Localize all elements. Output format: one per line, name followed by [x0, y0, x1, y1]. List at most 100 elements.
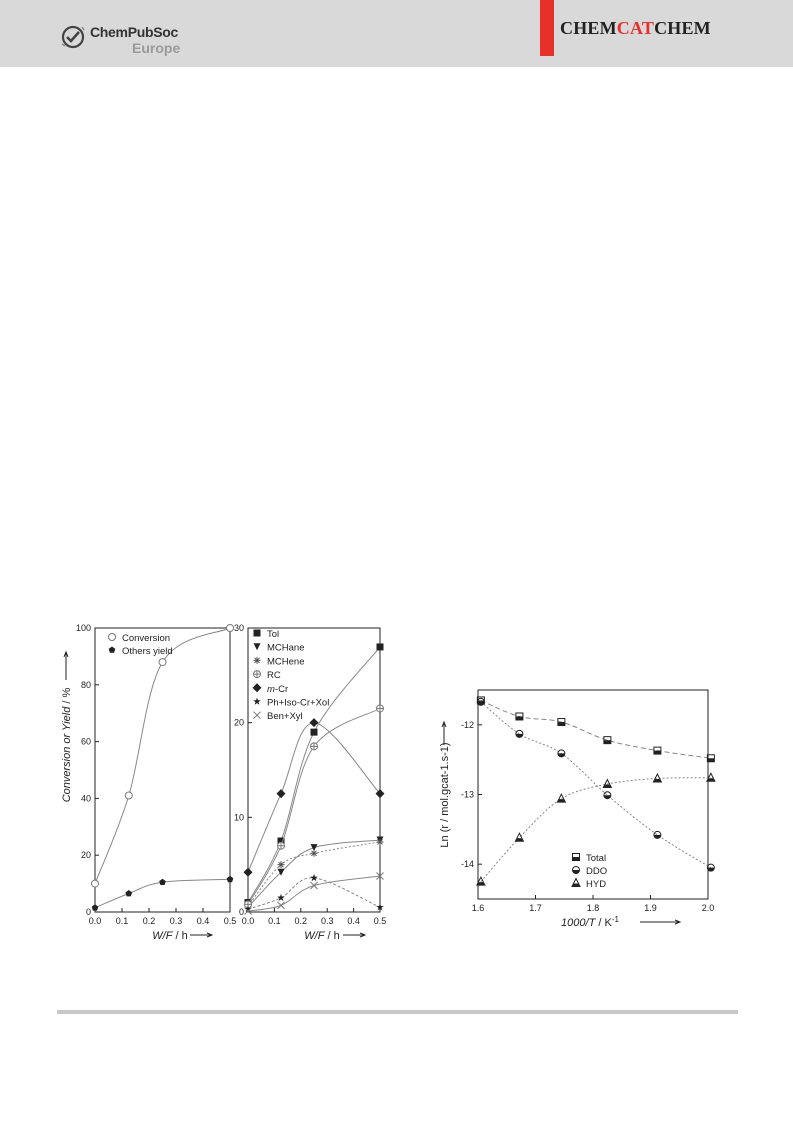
y-tick-label: 60: [81, 737, 91, 747]
fit-line-tol: [247, 646, 381, 903]
chart-conversion-yield: 0.0 0.1 0.2 0.3 0.4 0.5 0 20 40 60 80 100 W/F / h Con…: [61, 623, 236, 942]
point-rc: [244, 900, 253, 909]
x-tick-label: 0.3: [321, 916, 334, 926]
point-others-yield: [91, 904, 99, 911]
legend-label-mchane: MCHane: [267, 643, 305, 654]
point-ddo-outline: [515, 729, 524, 738]
x-tick-label: 2.0: [702, 903, 715, 913]
point-total-outline: [557, 718, 566, 727]
point-total-outline: [653, 746, 662, 755]
point-total: [707, 758, 715, 762]
journal-title-part-chem1: CHEM: [560, 18, 617, 38]
chempubsoc-logo: ChemPubSoc Europe: [60, 18, 210, 58]
brand-red-bar: [540, 0, 554, 56]
y-tick-label: -13: [461, 790, 474, 800]
plot-frame: [247, 627, 381, 913]
legend-marker-rc: [253, 670, 262, 679]
point-conversion: [124, 791, 133, 800]
legend-label-ddo: DDO: [586, 866, 607, 877]
legend-marker-mchene: [253, 656, 261, 664]
fit-line-conversion: [94, 627, 231, 884]
y-tick-label: -12: [461, 720, 474, 730]
y-tick-label: 20: [234, 718, 244, 728]
point-hyd: [653, 778, 662, 782]
point-mchene: [376, 838, 384, 846]
point-m-cr: [309, 718, 319, 728]
x-axis-label: W/F / h: [304, 930, 339, 942]
x-tick-label: 0.5: [224, 916, 237, 926]
legend-marker-hyd: [572, 883, 580, 887]
point-total: [653, 750, 661, 755]
point-ddo-outline: [653, 830, 662, 839]
x-axis-label: W/F / h: [152, 930, 187, 942]
point-others-yield: [226, 875, 234, 883]
legend-marker-total-outline: [572, 853, 580, 861]
y-tick-label: 100: [76, 623, 91, 633]
y-tick-label: 20: [81, 850, 91, 860]
point-hyd: [557, 799, 566, 803]
logo-text-europe: Europe: [132, 40, 181, 56]
legend-label-conversion: Conversion: [122, 633, 170, 644]
y-axis-label: Ln (r / mol.gcat-1.s-1): [439, 742, 451, 847]
x-axis-label: 1000/T / K-1: [561, 915, 619, 929]
fit-line-rc: [247, 708, 381, 905]
legend-marker-ben-xyl: [253, 711, 261, 720]
fit-line-total: [480, 700, 711, 759]
y-tick-label: 10: [234, 812, 244, 822]
point-hyd: [515, 838, 524, 842]
legend-marker-mchane: [253, 643, 261, 651]
point-ddo-outline: [603, 791, 612, 800]
point-ph-iso-cr-xol: [376, 903, 384, 911]
y-tick-label: 30: [234, 623, 244, 633]
point-m-cr: [276, 789, 286, 799]
point-total-outline: [603, 736, 612, 745]
x-tick-label: 0.4: [197, 916, 210, 926]
legend-marker-conversion: [108, 633, 116, 641]
x-axis-arrow: [343, 932, 367, 938]
point-mchene: [277, 861, 285, 869]
legend-marker-hyd-outline: [571, 877, 581, 887]
point-mchane: [277, 868, 285, 876]
point-rc: [376, 704, 385, 713]
x-tick-label: 0.2: [295, 916, 308, 926]
point-hyd-outline: [556, 793, 567, 803]
x-tick-label: 0.1: [116, 916, 129, 926]
legend-label-ben-xyl: Ben+Xyl: [267, 711, 303, 722]
x-tick-label: 0.2: [143, 916, 156, 926]
chempubsoc-logo-mark: [61, 25, 85, 49]
point-rc: [277, 841, 286, 850]
legend-label-mchene: MCHene: [267, 656, 305, 667]
x-tick-label: 0.4: [347, 916, 360, 926]
y-axis-arrow: [441, 720, 447, 745]
fit-line-m-cr: [247, 722, 381, 873]
point-ph-iso-cr-xol: [244, 905, 252, 913]
legend-label-tol: Tol: [267, 629, 279, 640]
y-tick-label: 0: [239, 907, 244, 917]
point-conversion: [226, 624, 234, 632]
x-tick-label: 1.6: [472, 903, 485, 913]
point-tol: [310, 728, 318, 736]
x-tick-label: 0.5: [374, 916, 387, 926]
fit-line-others-yield: [94, 878, 231, 909]
y-axis-label: Conversion or Yield / %: [61, 688, 73, 803]
point-hyd-outline: [476, 875, 486, 886]
fit-line-ddo: [480, 701, 712, 869]
x-tick-label: 1.9: [644, 903, 657, 913]
point-tol: [277, 837, 285, 845]
point-others-yield: [159, 878, 166, 885]
legend-marker-ddo-outline: [572, 866, 580, 874]
y-tick-label: 40: [81, 793, 91, 803]
x-tick-label: 1.7: [529, 903, 542, 913]
legend-label-others-yield: Others yield: [122, 646, 173, 657]
point-hyd-outline: [602, 778, 613, 789]
y-tick-label: 80: [81, 680, 91, 690]
point-mchane: [310, 844, 318, 852]
fit-line-ph-iso-cr-xol: [247, 877, 381, 910]
point-hyd: [706, 778, 715, 782]
legend-marker-tol: [253, 629, 261, 637]
journal-title-part-cat: CAT: [616, 18, 655, 38]
y-axis-arrow: [63, 650, 69, 680]
point-total: [557, 722, 565, 726]
fit-line-ben-xyl: [247, 875, 381, 912]
